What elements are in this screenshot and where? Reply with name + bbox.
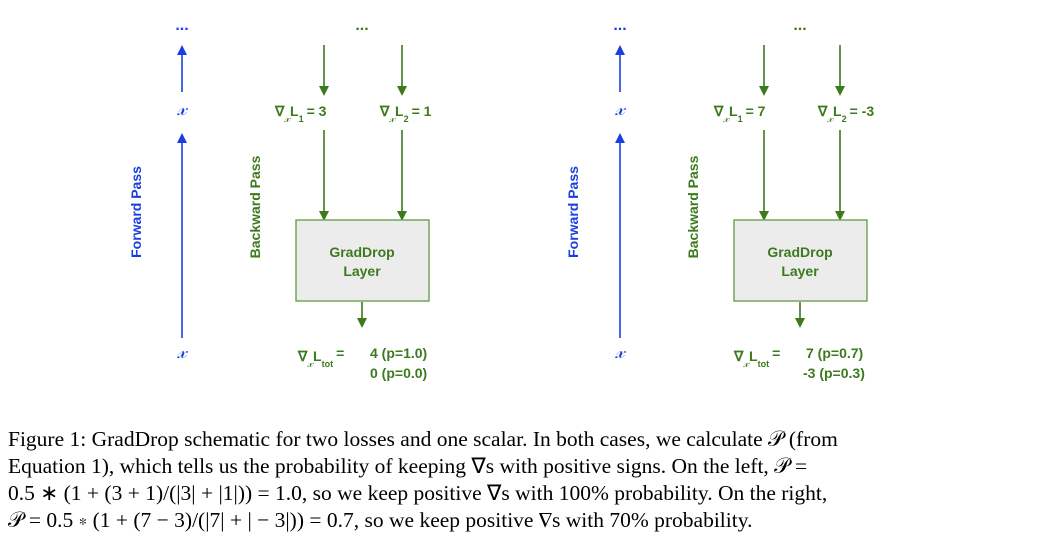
layer-label-line1: GradDrop — [329, 244, 394, 260]
total-grad-label: ∇𝓍Ltot= — [733, 345, 780, 370]
graddrop-layer-box — [733, 219, 868, 302]
layer-label-line2: Layer — [343, 263, 381, 279]
backward-pass-label: Backward Pass — [247, 155, 263, 258]
layer-label-line1: GradDrop — [767, 244, 832, 260]
graddrop-layer-box — [295, 219, 430, 302]
x-symbol-top: 𝓍 — [614, 98, 626, 120]
output-value-1: 4 (p=1.0) — [370, 345, 427, 361]
panel-right: ... 𝓍 𝓍 Forward Pass ... Backward Pass ∇… — [565, 17, 874, 381]
caption-line-3: 0.5 ∗ (1 + (3 + 1)/(|3| + |1|)) = 1.0, s… — [8, 481, 828, 505]
total-grad-label: ∇𝓍Ltot= — [297, 345, 344, 370]
grad-loss2-label: ∇𝓍L2 = -3 — [817, 103, 874, 125]
gradrop-diagram: ... 𝓍 𝓍 Forward Pass ... Backward Pass ∇… — [128, 17, 874, 381]
forward-pass-label: Forward Pass — [565, 166, 581, 258]
panel-left: ... 𝓍 𝓍 Forward Pass ... Backward Pass ∇… — [128, 17, 432, 381]
forward-ellipsis: ... — [613, 17, 626, 34]
x-symbol-top: 𝓍 — [176, 98, 188, 120]
layer-label-line2: Layer — [781, 263, 819, 279]
forward-pass-label: Forward Pass — [128, 166, 144, 258]
x-symbol-bottom: 𝓍 — [176, 341, 188, 363]
figure-caption: Figure 1: GradDrop schematic for two los… — [8, 426, 1040, 534]
x-symbol-bottom: 𝓍 — [614, 341, 626, 363]
caption-line-4: 𝒫 = 0.5 ∗ (1 + (7 − 3)/(|7| + | − 3|)) =… — [8, 508, 753, 532]
caption-line-2: Equation 1), which tells us the probabil… — [8, 454, 808, 478]
forward-ellipsis: ... — [175, 17, 188, 34]
backward-pass-label: Backward Pass — [685, 155, 701, 258]
output-value-2: -3 (p=0.3) — [803, 365, 865, 381]
backward-ellipsis: ... — [355, 17, 368, 34]
grad-loss2-label: ∇𝓍L2 = 1 — [379, 103, 432, 125]
output-value-2: 0 (p=0.0) — [370, 365, 427, 381]
backward-ellipsis: ... — [793, 17, 806, 34]
grad-loss1-label: ∇𝓍L1 = 3 — [274, 103, 327, 125]
output-value-1: 7 (p=0.7) — [806, 345, 863, 361]
grad-loss1-label: ∇𝓍L1 = 7 — [713, 103, 766, 125]
caption-line-1: Figure 1: GradDrop schematic for two los… — [8, 427, 838, 451]
